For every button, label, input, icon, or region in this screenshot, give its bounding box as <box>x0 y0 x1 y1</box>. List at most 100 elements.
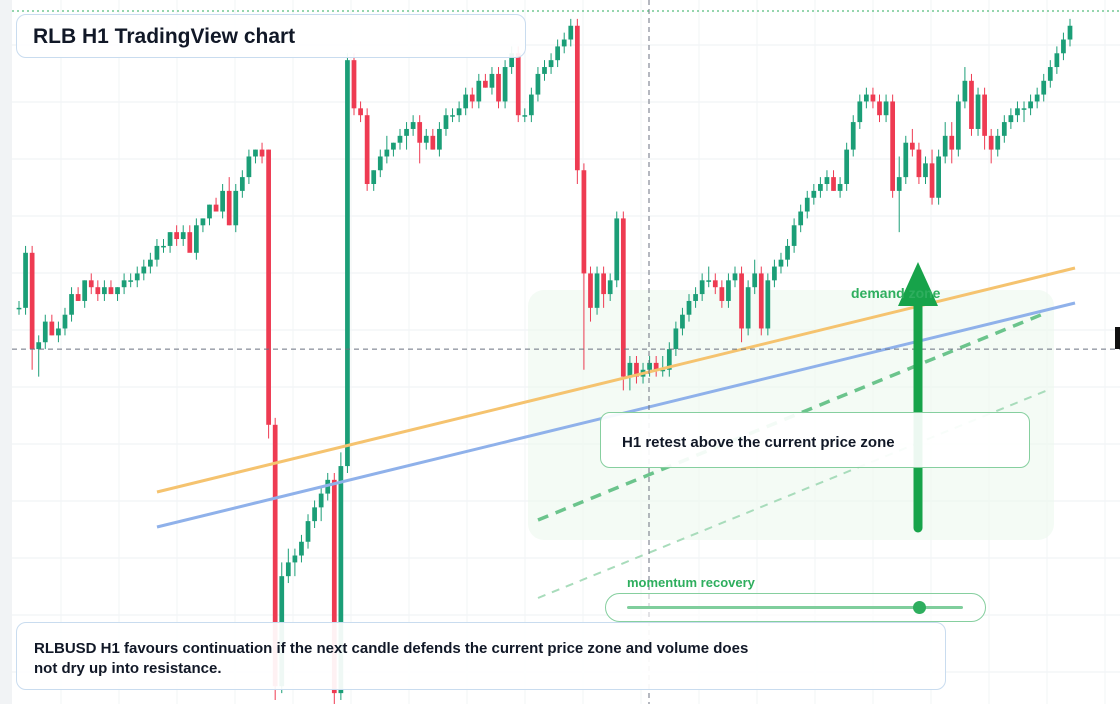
candle-body-down <box>29 252 35 350</box>
candle <box>542 60 547 81</box>
candle <box>627 356 633 391</box>
candle-body-up <box>102 287 107 295</box>
candle <box>955 94 961 157</box>
candle-body-up <box>561 39 567 47</box>
candle <box>259 142 265 164</box>
candle <box>798 204 804 233</box>
candle-body-up <box>548 60 554 68</box>
candle-body-up <box>857 101 863 123</box>
momentum-slider[interactable] <box>605 593 986 622</box>
candle <box>778 252 784 274</box>
guide-dashed-green-2 <box>537 389 1049 599</box>
callout-text: H1 retest above the current price zone <box>622 434 895 451</box>
candle-body-down <box>719 287 725 301</box>
candle <box>358 101 363 123</box>
candle <box>49 314 55 336</box>
candle <box>489 67 495 95</box>
candle <box>75 287 81 301</box>
candle <box>1061 32 1066 61</box>
candle <box>502 60 508 109</box>
candle-body-down <box>364 115 370 184</box>
candle <box>811 184 817 205</box>
candle-body-up <box>161 245 166 248</box>
candle-body-up <box>811 190 817 198</box>
candle-body-down <box>982 94 987 136</box>
candle-body-up <box>864 94 869 102</box>
candle-body-up <box>246 156 252 178</box>
candle-body-up <box>732 273 738 281</box>
candle <box>824 170 830 191</box>
candle-body-up <box>535 73 541 95</box>
candle-body-up <box>660 369 666 372</box>
candle-body-up <box>338 466 344 694</box>
candle-body-up <box>975 94 981 129</box>
candle <box>391 142 396 157</box>
candle <box>115 287 120 301</box>
candle <box>200 218 206 233</box>
candle-body-up <box>555 46 561 61</box>
candle-body-down <box>739 273 744 329</box>
candle-body-down <box>831 177 836 191</box>
candle <box>653 356 659 377</box>
candle <box>588 266 593 322</box>
candle-body-down <box>417 122 423 143</box>
momentum-knob[interactable] <box>913 601 927 614</box>
candles <box>16 18 1073 704</box>
candle-body-up <box>1008 115 1014 123</box>
candle <box>634 356 639 384</box>
candle-body-up <box>233 190 239 226</box>
candle-body-up <box>456 108 462 116</box>
candle <box>857 94 863 129</box>
candle-body-down <box>351 60 357 109</box>
candle-body-down <box>515 53 521 116</box>
candle-body-down <box>653 362 659 370</box>
candle <box>1008 108 1014 129</box>
candle-body-up <box>42 321 48 343</box>
candle <box>982 87 987 150</box>
price-scale-marker <box>1115 327 1120 349</box>
candle-body-up <box>528 94 534 116</box>
candle <box>312 500 317 528</box>
candle-body-down <box>890 101 896 191</box>
candle <box>818 177 823 198</box>
candle-body-up <box>614 218 620 281</box>
candle <box>745 280 751 336</box>
candle-body-up <box>844 149 850 184</box>
candle-body-up <box>292 555 298 563</box>
candle <box>929 149 935 205</box>
candle-body-up <box>962 80 968 102</box>
candle <box>712 273 718 295</box>
candle-body-up <box>345 60 350 467</box>
candle-body-down <box>929 163 935 198</box>
candle <box>739 266 744 343</box>
candle <box>693 287 698 308</box>
candle-body-up <box>666 349 672 370</box>
candle <box>220 184 225 219</box>
candle-body-up <box>785 245 790 260</box>
candle <box>949 122 955 164</box>
candle-body-up <box>542 67 547 74</box>
candle-body-up <box>489 73 495 88</box>
retest-callout: H1 retest above the current price zone <box>600 412 1030 468</box>
candle <box>607 273 613 301</box>
candle <box>883 94 889 123</box>
candle <box>253 149 258 164</box>
title-card: RLB H1 TradingView chart <box>16 14 526 58</box>
candle-body-up <box>253 149 258 157</box>
candle-body-down <box>174 232 180 240</box>
candle-body-up <box>128 280 134 282</box>
candle <box>988 128 994 164</box>
candle-body-up <box>896 177 902 191</box>
candle <box>42 314 48 350</box>
candle-body-up <box>522 115 528 117</box>
candle-body-up <box>239 177 245 191</box>
candle <box>870 87 876 109</box>
candle-body-up <box>680 314 685 329</box>
candle <box>614 211 620 288</box>
candle <box>233 184 239 233</box>
candle <box>1054 46 1060 74</box>
candle <box>213 197 219 212</box>
candle <box>437 122 442 157</box>
candle <box>299 534 304 563</box>
candle-body-up <box>371 170 377 184</box>
